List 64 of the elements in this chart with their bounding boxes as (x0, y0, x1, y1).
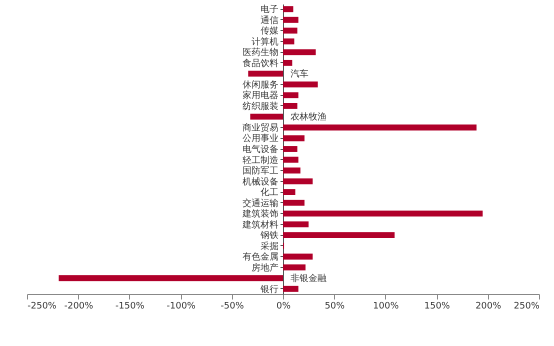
y-tick-label: 非银金融 (290, 273, 326, 284)
y-tick-label: 轻工制造 (242, 154, 278, 166)
bar (283, 178, 313, 184)
y-tick-label: 交通运输 (242, 198, 278, 209)
bar (283, 28, 298, 34)
bar (283, 103, 298, 109)
bar (248, 70, 283, 77)
y-tick-label: 房地产 (252, 262, 278, 274)
y-tick-label: 汽车 (290, 68, 308, 80)
bar (283, 221, 309, 228)
y-tick-label: 医药生物 (242, 47, 278, 58)
bar (283, 264, 306, 270)
y-tick-label: 建筑装饰 (242, 208, 278, 220)
bar (283, 124, 477, 130)
bar (283, 60, 292, 66)
y-tick-label: 通信 (260, 14, 278, 26)
bar (283, 81, 318, 88)
y-tick-label: 电子 (260, 4, 278, 16)
bar (283, 210, 483, 217)
x-tick-label: 150% (424, 302, 450, 312)
y-tick-label: 计算机 (252, 36, 278, 48)
y-tick-label: 公用事业 (242, 133, 278, 144)
bar (283, 254, 313, 260)
bar (283, 146, 298, 152)
bar (283, 135, 305, 142)
y-tick-label: 银行 (260, 284, 278, 295)
y-tick-label: 钢铁 (260, 230, 278, 242)
y-tick-label: 机械设备 (242, 176, 278, 188)
x-tick-label: -50% (220, 302, 244, 312)
y-tick-label: 电气设备 (242, 144, 278, 155)
y-tick-label: 有色金属 (242, 252, 278, 263)
bar (283, 232, 395, 238)
bar (283, 6, 294, 12)
x-tick-label: 50% (324, 302, 346, 312)
y-tick-label: 国防军工 (242, 166, 278, 177)
bar (283, 16, 298, 23)
bar (283, 156, 298, 163)
x-tick-label: 100% (373, 302, 400, 312)
y-tick-label: 家用电器 (242, 90, 278, 102)
bar (58, 275, 283, 282)
y-tick-label: 传媒 (260, 26, 278, 37)
x-tick-label: -250% (28, 302, 57, 312)
bar (283, 168, 300, 174)
bar (283, 200, 305, 206)
bar (283, 38, 294, 44)
y-tick-label: 纺织服装 (242, 100, 278, 112)
bar (283, 189, 296, 195)
y-tick-label: 商业贸易 (242, 122, 278, 134)
bar (283, 286, 298, 292)
bar (250, 114, 283, 120)
x-tick-label: -150% (115, 302, 145, 312)
y-tick-label: 采掘 (260, 240, 278, 252)
bar (283, 92, 298, 98)
y-tick-label: 农林牧渔 (290, 112, 326, 123)
y-tick-label: 化工 (260, 187, 278, 198)
x-tick-label: 250% (514, 302, 540, 312)
x-tick-label: -100% (166, 302, 196, 312)
y-tick-label: 建筑材料 (242, 219, 278, 230)
x-tick-label: 200% (475, 302, 502, 312)
y-tick-label: 食品饮料 (242, 58, 278, 69)
x-tick-label: 0% (276, 302, 292, 312)
y-tick-label: 休闲服务 (242, 79, 278, 90)
x-tick-label: -200% (64, 302, 94, 312)
bar (283, 49, 316, 56)
